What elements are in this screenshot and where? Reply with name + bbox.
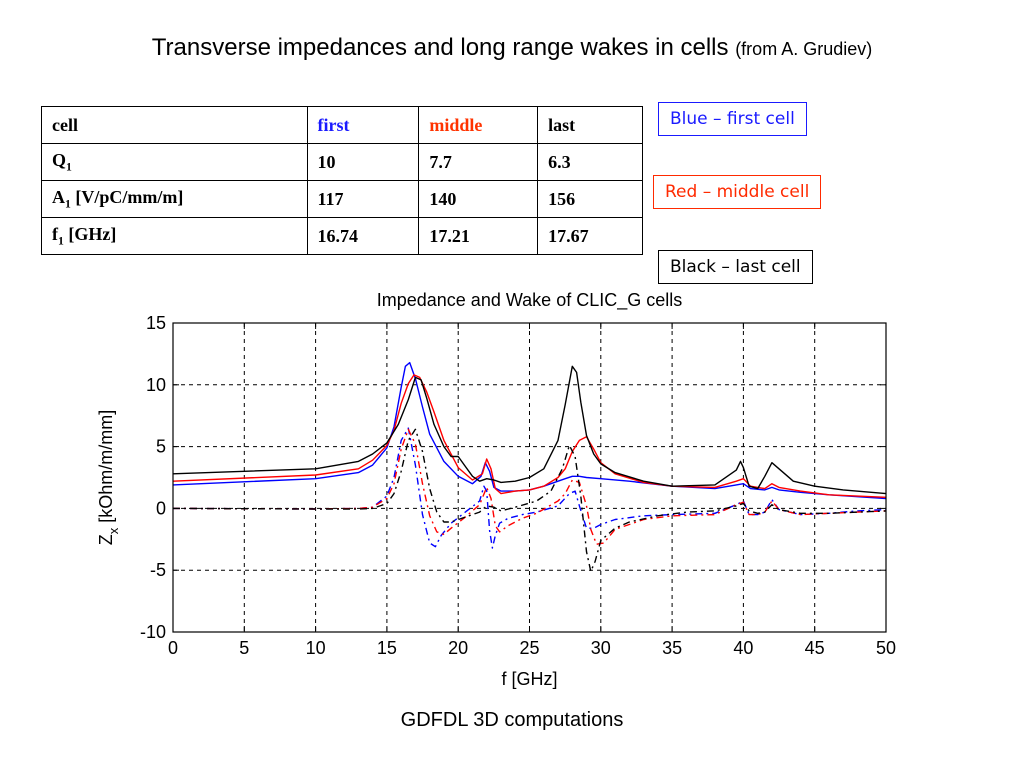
x-tick-label: 50 (876, 638, 896, 658)
row-label-symbol: f (52, 224, 58, 245)
x-tick-label: 45 (805, 638, 825, 658)
x-tick-label: 25 (519, 638, 539, 658)
table-header-cell: middle (418, 106, 539, 144)
x-tick-label: 0 (168, 638, 178, 658)
row-label-unit: [GHz] (63, 224, 117, 245)
x-tick-label: 20 (448, 638, 468, 658)
table-header-cell: cell (41, 106, 308, 144)
x-tick-label: 40 (733, 638, 753, 658)
table-cell: 6.3 (537, 143, 643, 181)
y-axis-label: Zx [kOhm/m/mm] (96, 410, 121, 546)
slide-title: Transverse impedances and long range wak… (0, 34, 1024, 62)
x-tick-label: 35 (662, 638, 682, 658)
slide-caption: GDFDL 3D computations (400, 709, 624, 731)
y-tick-label: 0 (156, 498, 166, 518)
y-axis-label-subscript: x (106, 527, 121, 534)
row-label-subscript: 1 (65, 197, 71, 211)
table-cell: 7.7 (418, 143, 539, 181)
row-label-unit: [V/pC/mm/m] (70, 187, 184, 208)
x-axis-label: f [GHz] (501, 669, 557, 689)
row-label-symbol: Q (52, 150, 67, 171)
table-header-cell: first (306, 106, 420, 144)
table-cell: 156 (537, 180, 643, 218)
table-header-row: cell first middle last (41, 106, 643, 144)
slide-title-source: (from A. Grudiev) (735, 39, 873, 59)
table-cell: 117 (306, 180, 420, 218)
slide-title-main: Transverse impedances and long range wak… (151, 34, 729, 61)
series-line-2 (172, 365, 887, 495)
table-cell: 10 (306, 143, 420, 181)
row-label: A1 [V/pC/mm/m] (41, 180, 308, 218)
legend-box-last-cell: Black – last cell (658, 250, 813, 284)
x-tick-label: 15 (377, 638, 397, 658)
table-row: A1 [V/pC/mm/m] 117 140 156 (41, 180, 643, 218)
series-line-5 (172, 428, 887, 573)
y-axis-label-symbol: Z (96, 534, 116, 545)
impedance-wake-chart: 0 5 10 15 20 25 30 35 40 45 50 -10 -5 0 5 10 15 Impedance… (96, 290, 896, 689)
legend-box-middle-cell: Red – middle cell (653, 175, 822, 209)
y-tick-label: -10 (140, 622, 166, 642)
y-tick-label: -5 (150, 560, 166, 580)
table-row: f1 [GHz] 16.74 17.21 17.67 (41, 217, 643, 255)
parameter-table: cell first middle last Q1 10 7.7 6.3 A1 … (41, 106, 643, 255)
legend-box-first-cell: Blue – first cell (658, 102, 807, 136)
row-label-subscript: 1 (58, 234, 64, 248)
y-tick-label: 10 (146, 375, 166, 395)
table-cell: 16.74 (306, 217, 420, 255)
row-label: Q1 (41, 143, 308, 181)
y-axis-label-unit: [kOhm/m/mm] (96, 410, 116, 528)
x-tick-label: 5 (239, 638, 249, 658)
x-tick-label: 10 (306, 638, 326, 658)
table-cell: 17.67 (537, 217, 643, 255)
series-line-1 (172, 374, 887, 498)
table-row: Q1 10 7.7 6.3 (41, 143, 643, 181)
series-line-4 (172, 428, 887, 545)
row-label: f1 [GHz] (41, 217, 308, 255)
y-tick-label: 5 (156, 437, 166, 457)
table-header-cell: last (537, 106, 643, 144)
table-cell: 17.21 (418, 217, 539, 255)
y-tick-label: 15 (146, 313, 166, 333)
table-cell: 140 (418, 180, 539, 218)
row-label-subscript: 1 (66, 160, 72, 174)
x-tick-label: 30 (591, 638, 611, 658)
chart-title: Impedance and Wake of CLIC_G cells (377, 290, 682, 311)
row-label-symbol: A (52, 187, 65, 208)
